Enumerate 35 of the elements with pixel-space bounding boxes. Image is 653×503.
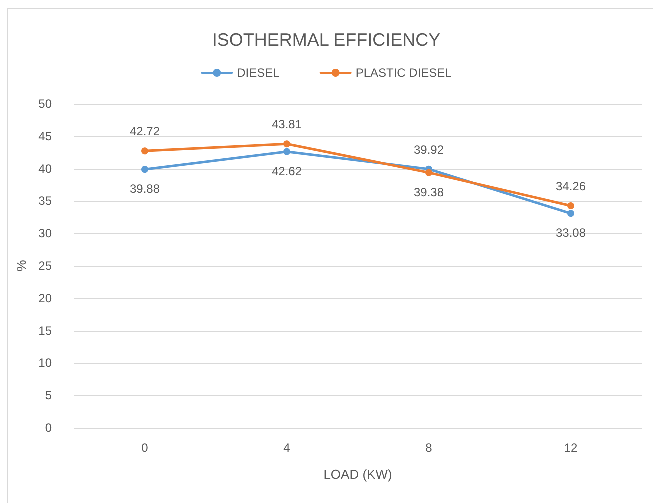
point	[568, 210, 574, 218]
data-label: 43.81	[272, 118, 302, 132]
x-tick-label: 4	[284, 441, 291, 455]
y-tick-label: 25	[38, 259, 52, 273]
point	[142, 148, 148, 155]
x-tick-label: 8	[426, 441, 433, 455]
point	[284, 140, 290, 148]
y-tick-label: 0	[45, 421, 52, 435]
y-tick-label: 35	[38, 194, 52, 208]
point	[568, 202, 574, 210]
chart-title: ISOTHERMAL EFFICIENCY	[212, 30, 441, 50]
legend-label: DIESEL	[237, 66, 280, 80]
y-tick-label: 15	[38, 324, 52, 338]
point	[284, 148, 290, 156]
y-tick-label: 30	[38, 226, 52, 241]
y-tick-label: 40	[38, 162, 52, 176]
x-tick-label: 12	[564, 441, 578, 455]
point	[426, 169, 432, 176]
data-label: 39.38	[414, 185, 444, 200]
data-label: 39.88	[130, 182, 160, 196]
data-label: 34.26	[556, 179, 586, 194]
y-tick-label: 10	[38, 356, 52, 370]
y-tick-label: 50	[38, 97, 52, 111]
data-label: 42.72	[130, 124, 160, 139]
point	[142, 166, 148, 174]
y-tick-label: 45	[38, 129, 52, 144]
legend-label: PLASTIC DIESEL	[356, 66, 452, 80]
data-label: 42.62	[272, 164, 302, 178]
y-tick-label: 5	[45, 388, 52, 403]
y-axis-title: %	[14, 260, 29, 272]
data-label: 39.92	[414, 142, 444, 157]
x-tick-label: 0	[142, 441, 149, 455]
y-tick-label: 20	[38, 291, 52, 306]
data-label: 33.08	[556, 226, 586, 240]
x-axis-title: LOAD (KW)	[324, 467, 392, 482]
